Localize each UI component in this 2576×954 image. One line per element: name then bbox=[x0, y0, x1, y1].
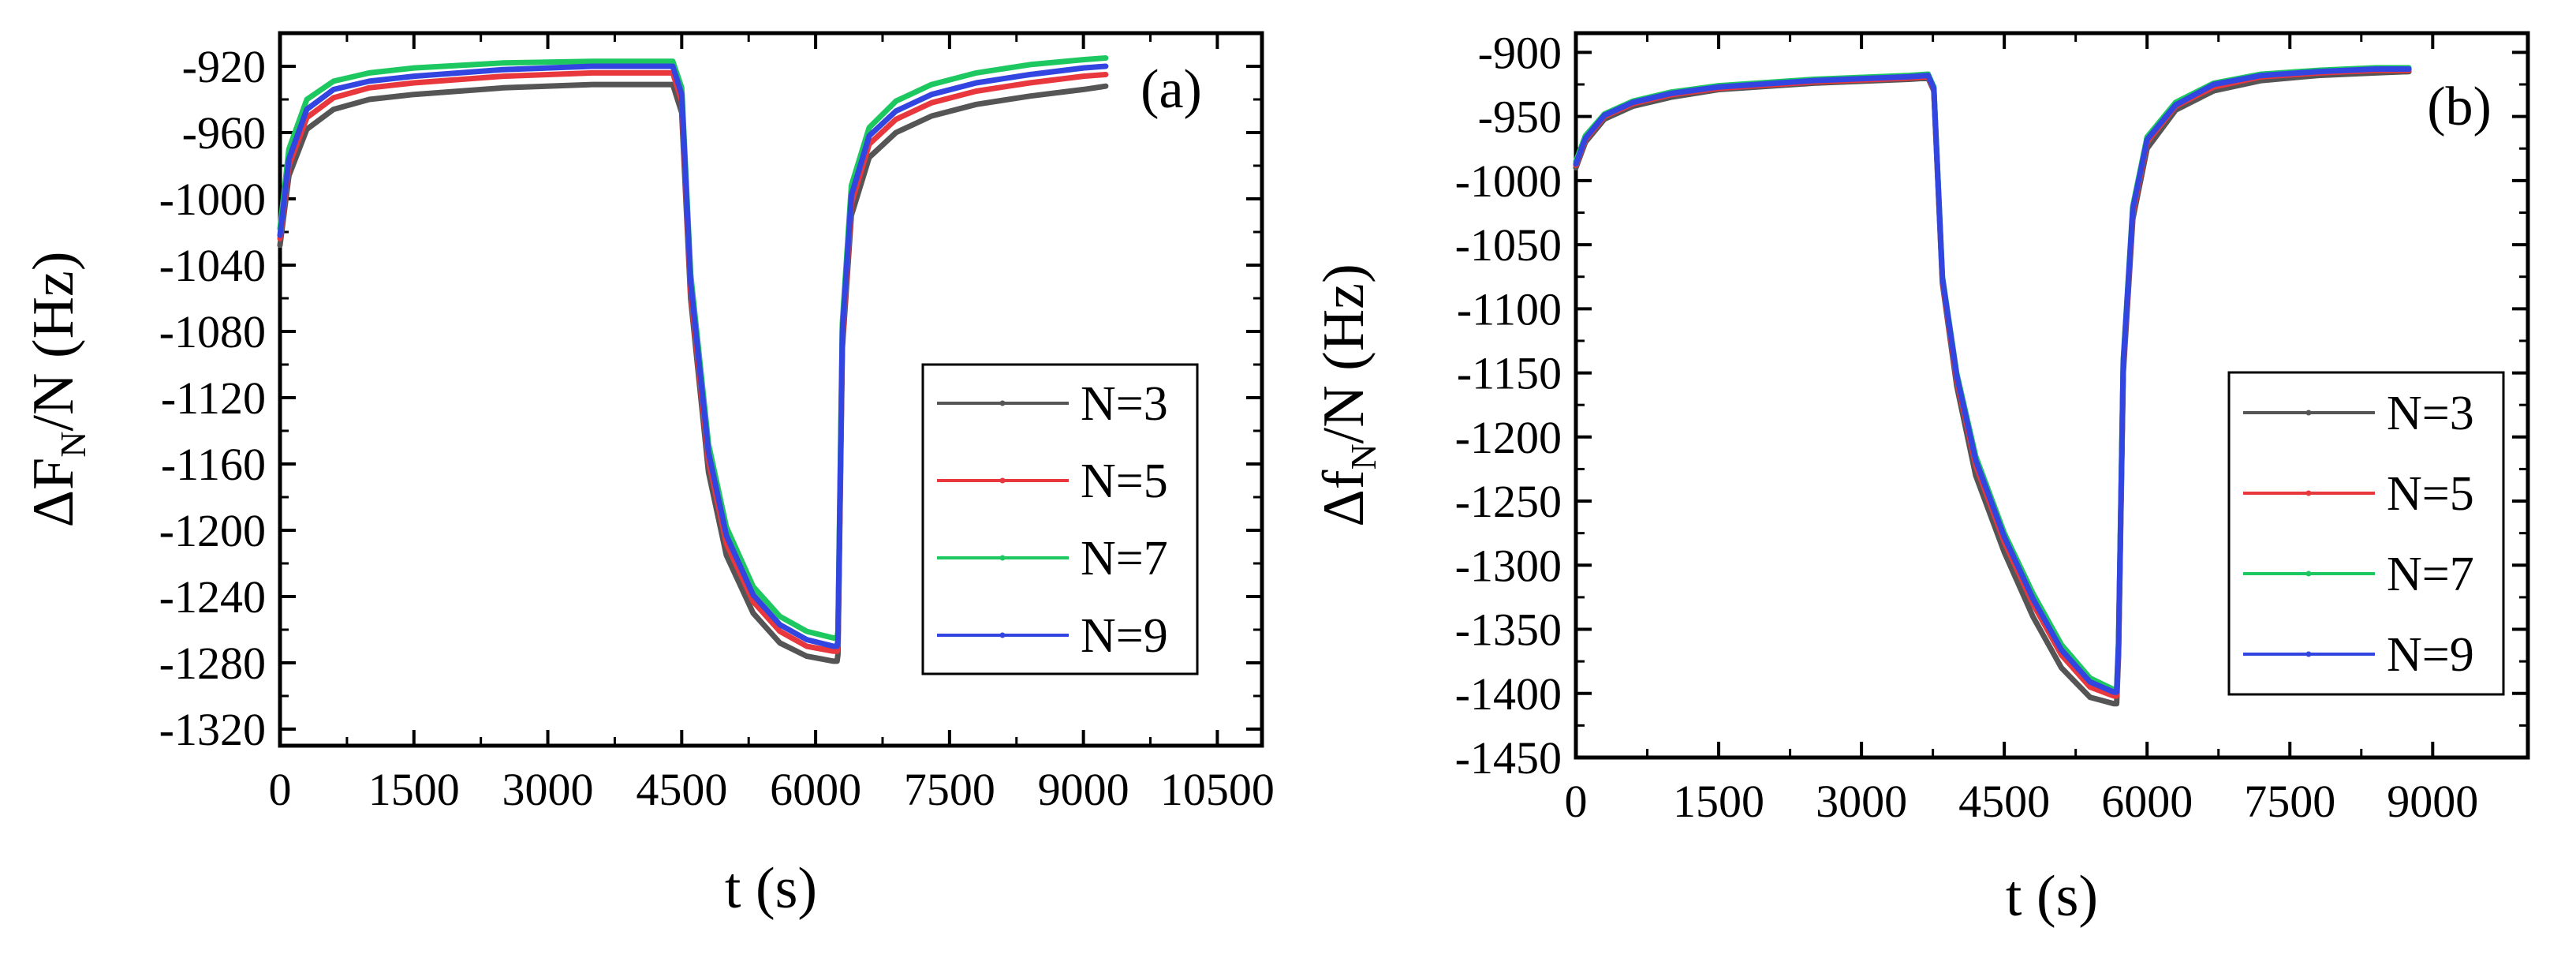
x-tick-label: 9000 bbox=[1038, 764, 1129, 815]
legend-box bbox=[2227, 371, 2505, 696]
y-axis-label-sub: N bbox=[53, 432, 93, 458]
chart-panel-b: 0 1500 3000 4500 6000 7500 9000 -900 -950 -1000 -1… bbox=[1312, 27, 2530, 929]
legend-marker bbox=[2305, 651, 2312, 657]
y-tick-label: -1400 bbox=[1455, 668, 1562, 720]
y-axis-label-main: Δf bbox=[1312, 470, 1376, 527]
y-tick-label: -900 bbox=[1478, 27, 1562, 78]
legend-box bbox=[921, 363, 1199, 675]
y-tick-label: -950 bbox=[1478, 92, 1562, 143]
legend-marker bbox=[2305, 490, 2312, 496]
y-axis-label: ΔFN/N (Hz) bbox=[21, 251, 93, 527]
y-tick-label: -960 bbox=[182, 107, 266, 159]
y-axis-label-sub: N bbox=[1343, 443, 1383, 470]
y-tick-label: -1240 bbox=[159, 571, 266, 623]
y-tick-label: -1320 bbox=[159, 704, 266, 755]
y-axis-label-tail: /N (Hz) bbox=[21, 251, 86, 431]
x-axis-label: t (s) bbox=[2006, 864, 2098, 929]
legend-marker bbox=[2305, 571, 2312, 577]
x-tick-label: 9000 bbox=[2387, 776, 2478, 827]
y-tick-label: -920 bbox=[182, 41, 266, 92]
legend-label: N=7 bbox=[1081, 532, 1168, 585]
x-tick-label: 10500 bbox=[1160, 764, 1275, 815]
x-tick-label: 7500 bbox=[904, 764, 995, 815]
y-tick-label: -1350 bbox=[1455, 604, 1562, 656]
legend-label: N=9 bbox=[1081, 609, 1168, 663]
x-axis-label: t (s) bbox=[725, 856, 817, 921]
y-tick-label: -1250 bbox=[1455, 476, 1562, 527]
legend-marker bbox=[999, 632, 1006, 638]
y-axis-label: ΔfN/N (Hz) bbox=[1312, 264, 1383, 527]
series-line-N3 bbox=[277, 81, 1109, 664]
y-tick-label: -1080 bbox=[159, 306, 266, 357]
legend-marker bbox=[999, 555, 1006, 561]
x-tick-label: 0 bbox=[269, 764, 292, 815]
y-tick-label: -1200 bbox=[1455, 412, 1562, 463]
plot-frame bbox=[278, 31, 1264, 748]
legend-label: N=7 bbox=[2387, 548, 2474, 601]
y-axis-label-main: ΔF bbox=[21, 458, 86, 528]
chart-panel-a: 0 1500 3000 4500 6000 7500 9000 10500 -920 -960 -1… bbox=[21, 31, 1275, 921]
series-line-N5 bbox=[277, 69, 1109, 654]
y-tick-label: -1000 bbox=[159, 174, 266, 225]
x-tick-label: 4500 bbox=[1958, 776, 2050, 827]
x-tick-label: 6000 bbox=[770, 764, 861, 815]
x-tick-label: 1500 bbox=[1673, 776, 1764, 827]
x-tick-label: 4500 bbox=[636, 764, 727, 815]
x-tick-label: 3000 bbox=[1816, 776, 1907, 827]
legend-marker bbox=[2305, 410, 2312, 416]
panel-label: (b) bbox=[2427, 77, 2492, 137]
series-line-N9 bbox=[1573, 66, 2412, 695]
y-tick-label: -1150 bbox=[1457, 348, 1562, 399]
legend-label: N=5 bbox=[1081, 455, 1168, 508]
legend-marker bbox=[999, 400, 1006, 406]
y-tick-label: -1450 bbox=[1455, 732, 1562, 784]
legend-label: N=3 bbox=[2387, 387, 2474, 440]
plot-frame bbox=[1574, 31, 2530, 760]
x-tick-label: 1500 bbox=[368, 764, 460, 815]
y-axis-label-tail: /N (Hz) bbox=[1312, 264, 1376, 443]
y-tick-label: -1040 bbox=[159, 240, 266, 291]
y-tick-label: -1200 bbox=[159, 505, 266, 556]
y-tick-label: -1300 bbox=[1455, 540, 1562, 591]
x-tick-label: 6000 bbox=[2101, 776, 2193, 827]
y-tick-label: -1160 bbox=[161, 439, 266, 490]
y-tick-label: -1000 bbox=[1455, 155, 1562, 207]
x-tick-label: 0 bbox=[1565, 776, 1588, 827]
y-tick-label: -1120 bbox=[161, 372, 266, 424]
legend-label: N=9 bbox=[2387, 628, 2474, 682]
legend-label: N=5 bbox=[2387, 467, 2474, 521]
series-line-N7 bbox=[277, 55, 1109, 641]
x-tick-label: 3000 bbox=[502, 764, 594, 815]
legend-label: N=3 bbox=[1081, 377, 1168, 431]
x-tick-label: 7500 bbox=[2244, 776, 2335, 827]
y-tick-label: -1100 bbox=[1457, 283, 1562, 335]
panel-label: (a) bbox=[1141, 59, 1202, 120]
legend-marker bbox=[999, 477, 1006, 484]
y-tick-label: -1050 bbox=[1455, 219, 1562, 271]
y-tick-label: -1280 bbox=[159, 638, 266, 689]
series-line-N9 bbox=[277, 63, 1109, 649]
